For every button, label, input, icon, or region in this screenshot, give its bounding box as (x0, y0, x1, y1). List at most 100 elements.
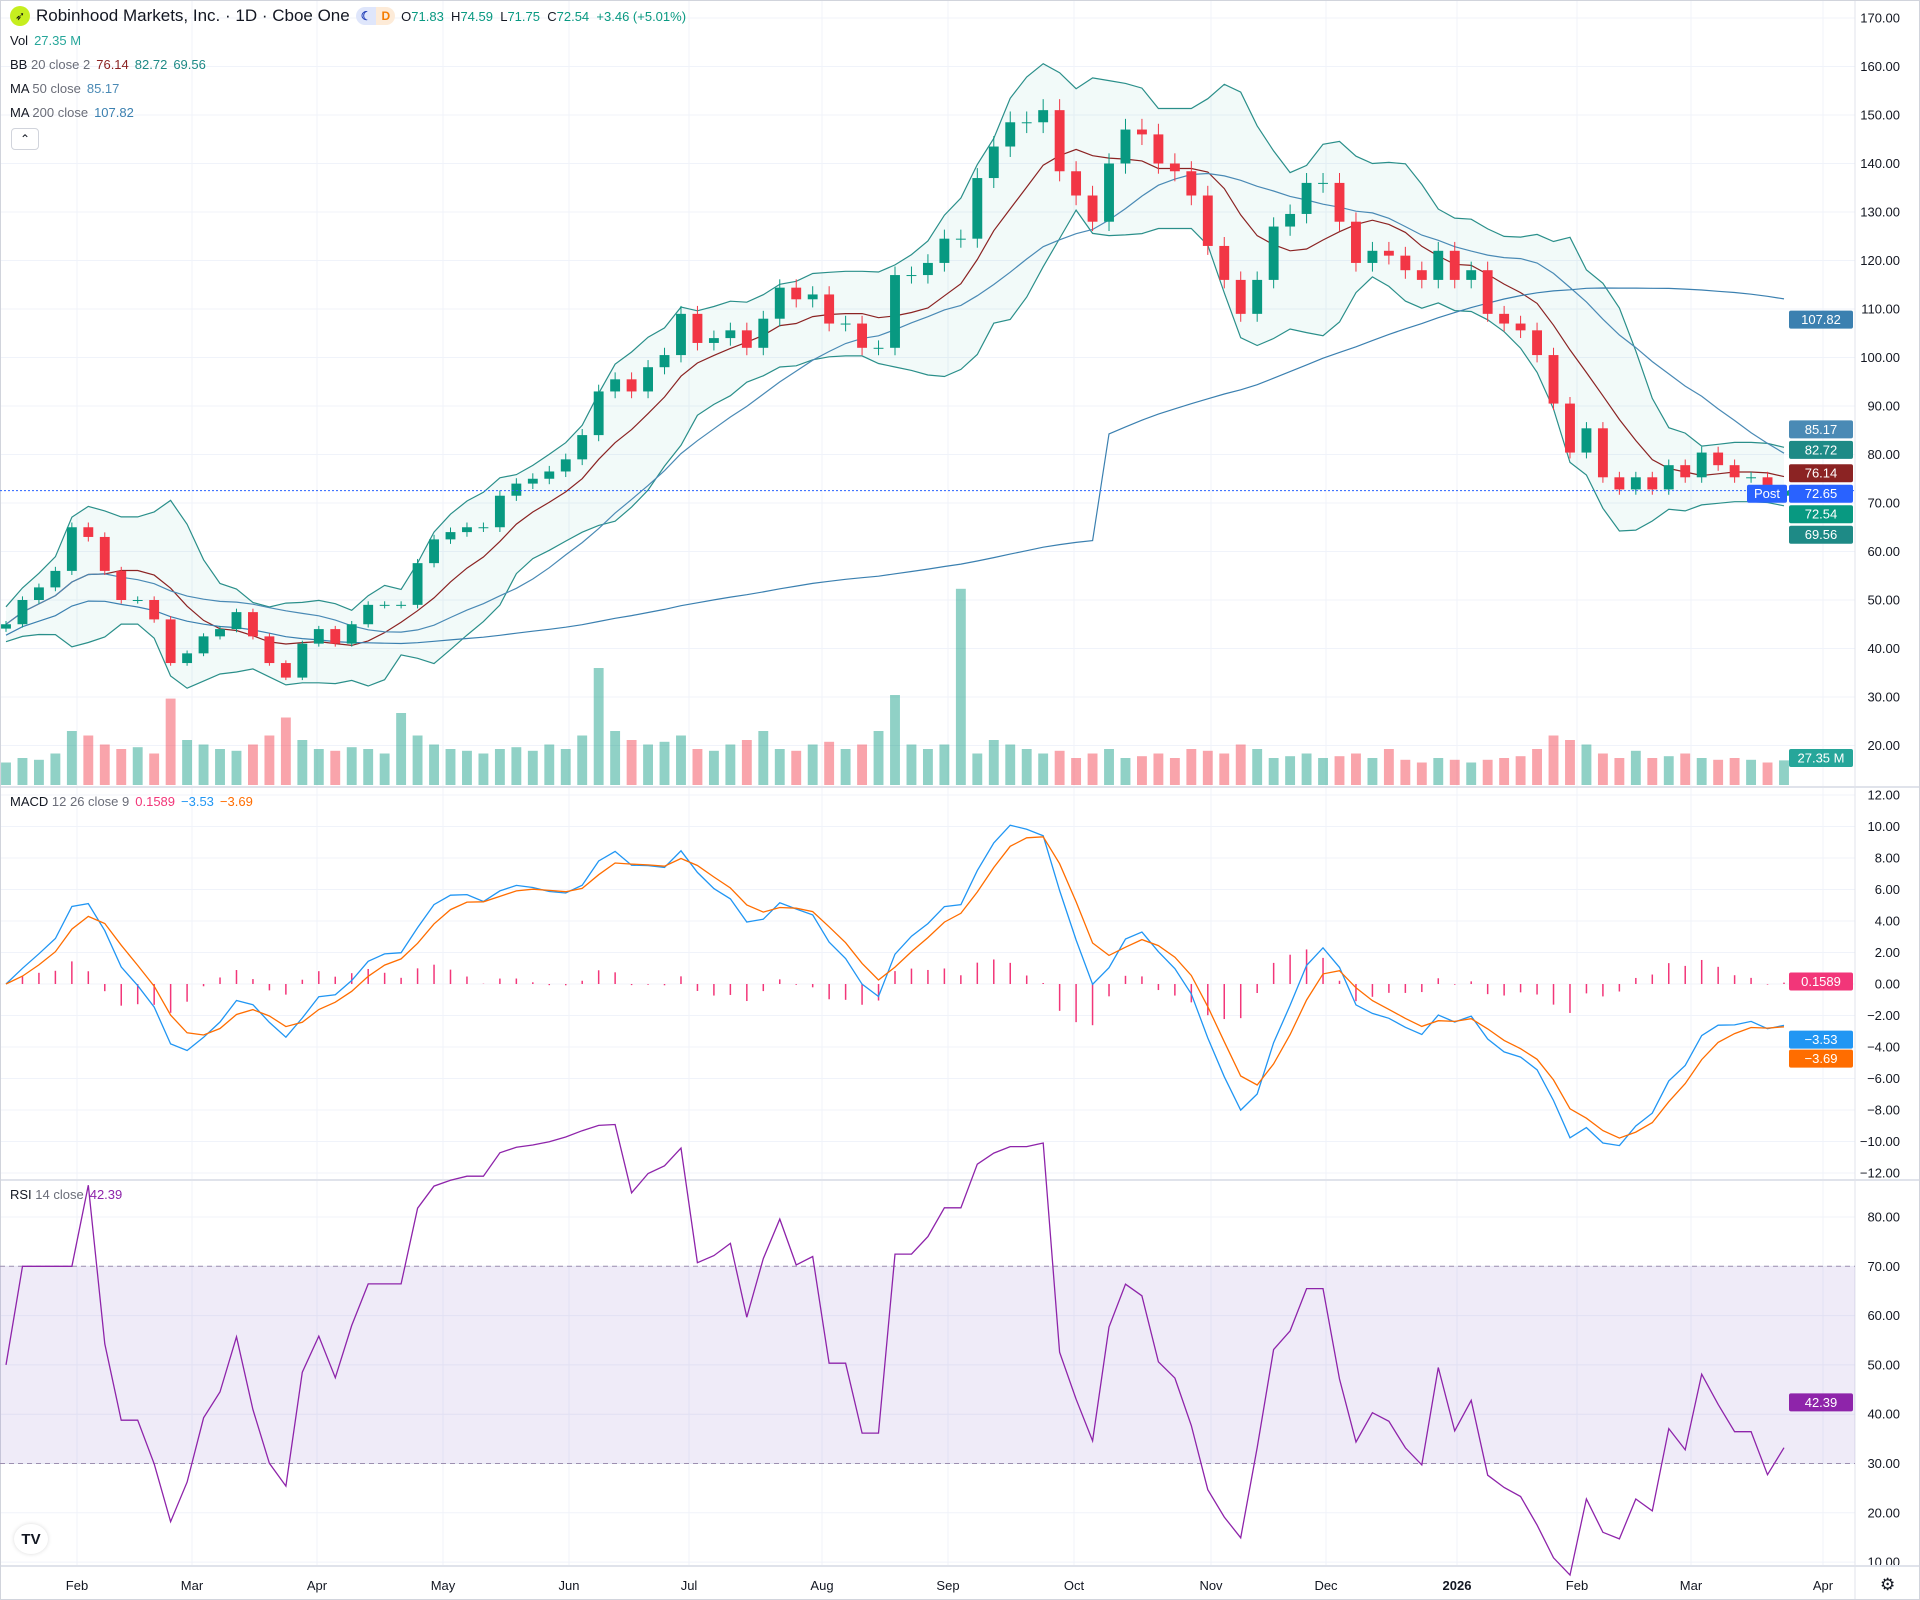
volume-bar (1137, 756, 1147, 785)
candle-body (1351, 221, 1361, 263)
volume-bar (1252, 749, 1263, 785)
time-tick-label: Mar (1680, 1578, 1703, 1593)
settings-gear-icon[interactable]: ⚙ (1880, 1575, 1896, 1594)
volume-bar (1746, 759, 1757, 785)
tradingview-logo-icon[interactable]: TV (14, 1524, 48, 1554)
candle-body (544, 471, 555, 479)
candle-body (1268, 226, 1279, 280)
candle-body (676, 313, 686, 356)
candle-body (1153, 134, 1164, 164)
candle-body (626, 379, 637, 392)
candle-body (741, 330, 752, 348)
volume-bar (1630, 750, 1641, 785)
candle-body (1235, 279, 1246, 314)
volume-bar (1071, 758, 1082, 785)
collapse-legend-button[interactable]: ⌃ (11, 128, 39, 150)
volume-bar (412, 735, 423, 785)
candle-body (1400, 255, 1411, 271)
rsi-tick-label: 60.00 (1867, 1308, 1900, 1323)
candle-body (494, 495, 505, 528)
volume-bar (610, 731, 621, 785)
volume-bar (494, 749, 505, 785)
volume-bar (1054, 750, 1065, 785)
volume-bar (1515, 756, 1526, 785)
macd-tick-label: 2.00 (1875, 945, 1900, 960)
price-badge-text: 72.65 (1805, 486, 1838, 501)
time-tick-label: May (431, 1578, 456, 1593)
legend-volume[interactable]: Vol 27.35 M (10, 33, 82, 48)
candle-body (17, 600, 28, 625)
rsi-line (5, 1123, 1785, 1577)
legend-ma200[interactable]: MA 200 close 107.82 (10, 105, 134, 120)
time-tick-label: Jun (559, 1578, 580, 1593)
volume-bar (511, 747, 522, 785)
price-badge-bg (1789, 310, 1853, 329)
price-tick-label: 110.00 (1861, 302, 1900, 317)
rsi-badge: 42.39 (1789, 1393, 1853, 1412)
volume-bar (1235, 744, 1246, 785)
volume-bar (659, 741, 670, 785)
candle-body (1548, 355, 1559, 404)
volume-bar (1663, 756, 1674, 785)
volume-bar (1400, 759, 1411, 785)
price-badge-text: 82.72 (1805, 442, 1838, 457)
candle-body (1219, 245, 1230, 280)
bollinger-fill (6, 63, 1784, 689)
candle-body (1663, 465, 1674, 490)
moon-icon: ☾ (355, 7, 377, 25)
legend-ma50[interactable]: MA 50 close 85.17 (10, 81, 120, 96)
volume-bar (198, 744, 209, 785)
candle-body (1021, 122, 1032, 124)
rsi-tick-label: 80.00 (1867, 1210, 1900, 1225)
candle-body (610, 379, 621, 392)
candle-body (527, 478, 538, 484)
macd-badge-bg (1789, 1049, 1853, 1068)
volume-bar (330, 750, 341, 785)
volume-bar (1021, 749, 1032, 785)
volume-bar (1647, 758, 1658, 785)
candle-body (1729, 465, 1740, 478)
candle-body (1120, 129, 1131, 164)
macd-tick-label: 4.00 (1875, 914, 1900, 929)
price-badge: 69.56 (1789, 525, 1853, 544)
candle-body (330, 629, 341, 644)
volume-bar (17, 758, 28, 785)
rsi-tick-label: 10.00 (1867, 1555, 1900, 1570)
legend-bollinger[interactable]: BB 20 close 2 76.14 82.72 69.56 (10, 57, 206, 72)
volume-bar (873, 731, 884, 785)
volume-bar (1219, 753, 1230, 785)
legend-macd[interactable]: MACD 12 26 close 9 0.1589 −3.53 −3.69 (10, 794, 253, 809)
symbol-title[interactable]: Robinhood Markets, Inc. · 1D · Cboe One (36, 6, 350, 25)
volume-bar (1482, 759, 1493, 785)
volume-bar (1120, 758, 1131, 785)
macd-line (5, 824, 1785, 1147)
session-badges[interactable]: ☾ D (355, 7, 396, 25)
legend-rsi[interactable]: RSI 14 close 42.39 (10, 1187, 123, 1202)
candle-body (807, 294, 818, 300)
volume-badge-bg (1789, 749, 1853, 767)
candle-body (1285, 213, 1296, 227)
volume-bar (1318, 758, 1328, 785)
volume-bar (807, 744, 818, 785)
macd-tick-label: 8.00 (1875, 851, 1900, 866)
candle-body (511, 483, 522, 496)
candle-body (955, 238, 966, 240)
candle-body (824, 294, 835, 324)
candle-body (165, 619, 176, 664)
candle-body (906, 275, 917, 277)
price-tick-label: 150.00 (1860, 108, 1900, 123)
candle-body (231, 612, 242, 630)
macd-tick-label: −4.00 (1867, 1040, 1900, 1055)
price-tick-label: 130.00 (1860, 205, 1900, 220)
candle-body (462, 527, 472, 533)
candle-body (1301, 182, 1312, 214)
price-tick-label: 170.00 (1860, 11, 1900, 26)
candle-body (692, 313, 703, 343)
volume-bar (906, 744, 917, 785)
candle-body (1169, 163, 1180, 172)
price-tick-label: 120.00 (1860, 253, 1900, 268)
price-tick-label: 40.00 (1867, 641, 1900, 656)
candle-body (478, 527, 489, 529)
macd-tick-label: −12.00 (1860, 1166, 1900, 1181)
